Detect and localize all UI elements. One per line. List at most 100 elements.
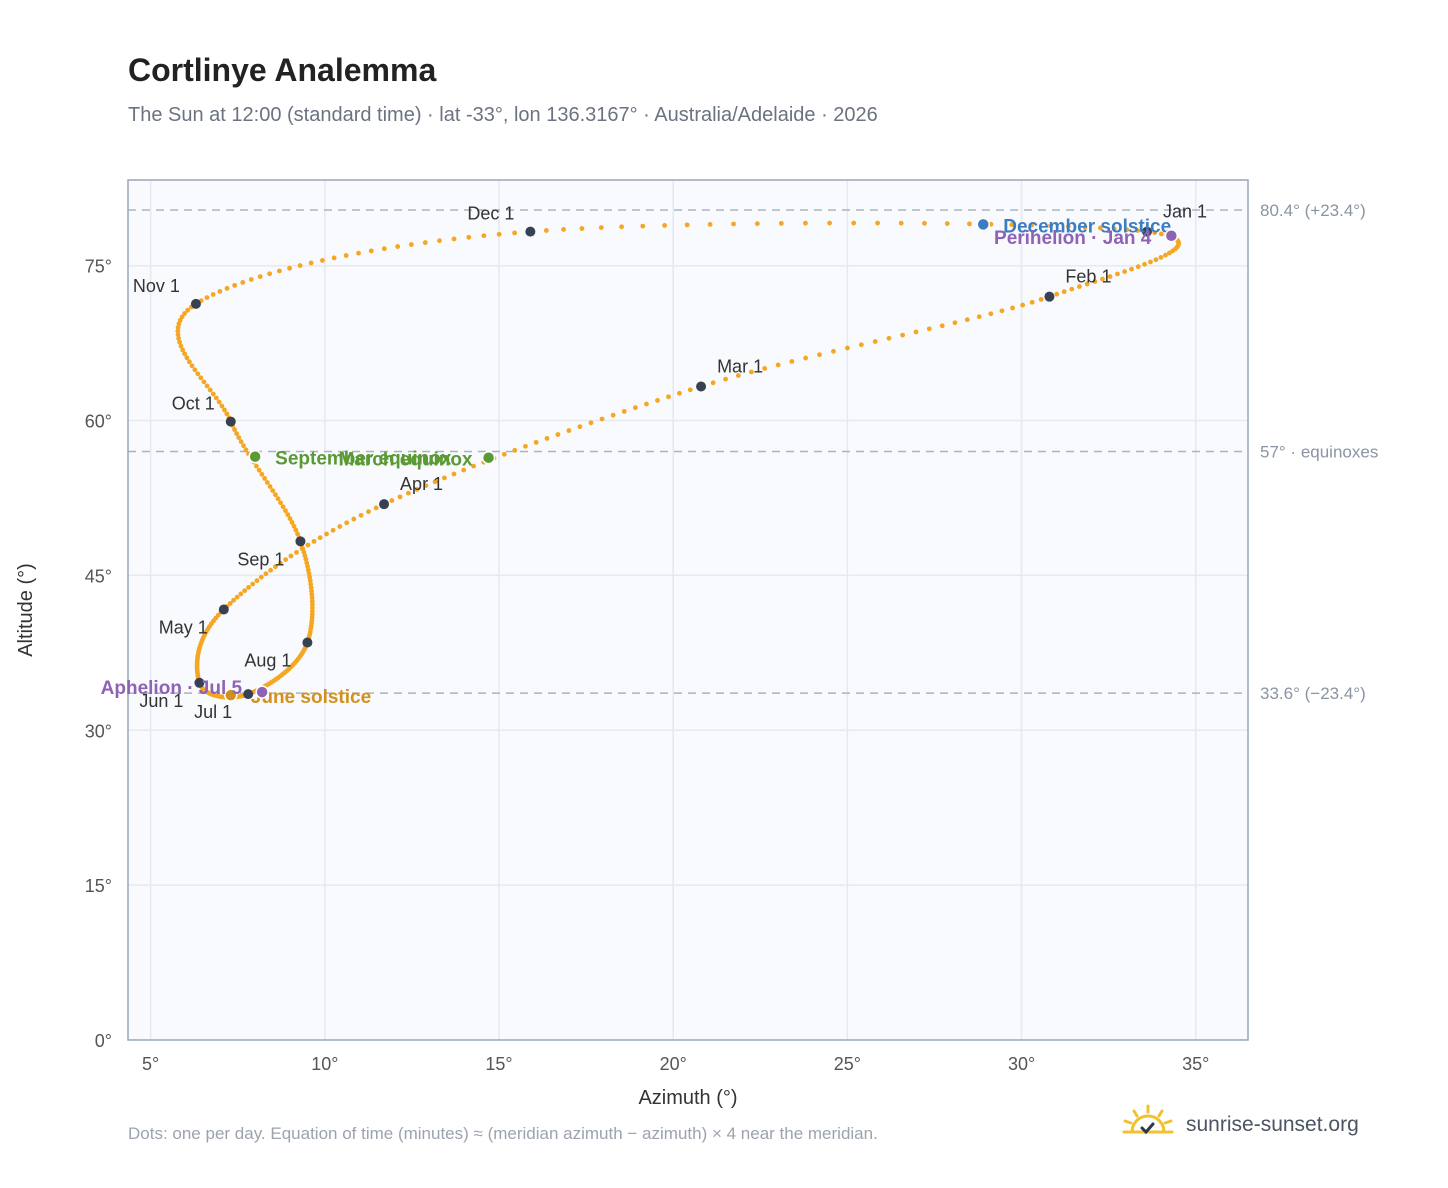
daily-sun-dot [496, 231, 502, 237]
daily-sun-dot [512, 230, 518, 236]
daily-sun-dot [283, 557, 289, 563]
daily-sun-dot [308, 585, 314, 591]
plot-background [128, 180, 1248, 1040]
daily-sun-dot [263, 571, 269, 577]
daily-sun-dot [257, 274, 263, 279]
daily-sun-dot [543, 228, 549, 233]
daily-sun-dot [234, 431, 240, 436]
daily-sun-dot [224, 285, 230, 291]
daily-sun-dot [222, 407, 227, 413]
daily-sun-dot [305, 567, 311, 573]
daily-sun-dot [1153, 257, 1159, 263]
daily-sun-dot [1092, 279, 1098, 284]
x-tick-label: 25° [834, 1054, 861, 1074]
daily-sun-dot [723, 376, 728, 382]
month-marker-dot [218, 604, 229, 615]
month-marker-label: Nov 1 [133, 276, 180, 296]
daily-sun-dot [324, 531, 329, 537]
daily-sun-dot [1135, 264, 1141, 270]
daily-sun-dot [999, 308, 1005, 314]
daily-sun-dot [276, 268, 282, 274]
daily-sun-dot [913, 329, 919, 335]
daily-sun-dot [939, 323, 945, 329]
daily-sun-dot [219, 403, 225, 409]
daily-sun-dot [275, 496, 281, 502]
daily-sun-dot [224, 411, 230, 417]
daily-sun-dot [1009, 222, 1015, 228]
daily-sun-dot [210, 391, 216, 397]
daily-sun-dot [754, 221, 760, 227]
daily-sun-dot [599, 416, 605, 422]
daily-sun-dot [210, 292, 216, 297]
month-marker-dot [696, 381, 707, 392]
daily-sun-dot [373, 505, 379, 511]
daily-sun-dot [198, 375, 204, 381]
month-marker-dot [194, 677, 205, 688]
daily-sun-dot [331, 255, 337, 261]
daily-sun-dot [264, 480, 270, 485]
daily-sun-dot [250, 581, 256, 587]
daily-sun-dot [344, 520, 350, 526]
daily-sun-dot [422, 240, 428, 245]
daily-sun-dot [1115, 271, 1120, 277]
reference-line-label: 57° · equinoxes [1260, 443, 1378, 462]
daily-sun-dot [408, 242, 414, 247]
event-marker-label: June solstice [251, 687, 371, 708]
daily-sun-dot [898, 220, 904, 226]
daily-sun-dot [621, 409, 627, 414]
daily-sun-dot [619, 224, 625, 230]
daily-sun-dot [1100, 276, 1105, 282]
month-marker-label: Dec 1 [467, 204, 514, 224]
event-marker-label: March equinox [338, 450, 473, 471]
event-marker-dot [255, 685, 269, 699]
daily-sun-dot [248, 277, 254, 282]
daily-sun-dot [217, 289, 223, 294]
event-marker-dot [1164, 229, 1179, 243]
daily-sun-dot [227, 601, 233, 606]
daily-sun-dot [287, 516, 293, 521]
daily-sun-dot [291, 523, 297, 529]
daily-sun-dot [1084, 281, 1090, 287]
daily-sun-dot [397, 494, 403, 500]
daily-sun-dot [1020, 302, 1026, 308]
x-tick-label: 30° [1008, 1054, 1035, 1074]
grid-lines [128, 180, 1248, 1040]
daily-sun-dot [451, 471, 457, 477]
daily-sun-dot [875, 220, 880, 226]
daily-sun-dot [366, 509, 371, 515]
daily-sun-dot [748, 369, 754, 375]
daily-sun-dot [254, 463, 259, 469]
daily-sun-dot [258, 574, 264, 580]
daily-sun-dot [1166, 250, 1172, 256]
daily-sun-dot [395, 244, 401, 249]
daily-sun-dot [967, 221, 972, 227]
daily-sun-dot [308, 581, 314, 587]
daily-sun-dot [192, 367, 198, 373]
daily-sun-dot [236, 435, 242, 440]
daily-sun-dot [330, 527, 336, 533]
daily-sun-dot [273, 564, 278, 570]
daily-sun-dot [1029, 299, 1035, 305]
chart-subtitle: The Sun at 12:00 (standard time) · lat -… [128, 104, 878, 126]
month-markers: Jan 1 Feb 1 Mar 1 Apr 1 May 1 Jun 1 Jul 1 Aug 1… [133, 202, 1207, 723]
daily-sun-dot [293, 527, 299, 533]
daily-sun-dot [241, 443, 246, 449]
daily-sun-dot [177, 339, 183, 345]
reference-lines: 80.4° (+23.4°) 57° · equinoxes 33.6° (−23.… [128, 201, 1378, 703]
daily-sun-dot [1082, 224, 1088, 230]
daily-sun-dot [406, 490, 411, 496]
daily-sun-dot [185, 307, 191, 313]
daily-sun-dot [451, 236, 457, 242]
month-marker-label: Feb 1 [1065, 267, 1111, 287]
daily-sun-dot [297, 263, 303, 268]
daily-sun-dot [186, 359, 192, 365]
daily-sun-dot [254, 578, 260, 584]
daily-sun-dot [259, 471, 265, 477]
month-marker-label: Jun 1 [139, 691, 183, 711]
daily-sun-dot [1010, 305, 1015, 311]
brand[interactable]: sunrise-sunset.org [1120, 1102, 1359, 1147]
event-marker-dot [481, 450, 496, 465]
daily-sun-dot [234, 594, 240, 600]
month-marker-dot [190, 298, 201, 309]
daily-sun-dot [368, 248, 374, 254]
